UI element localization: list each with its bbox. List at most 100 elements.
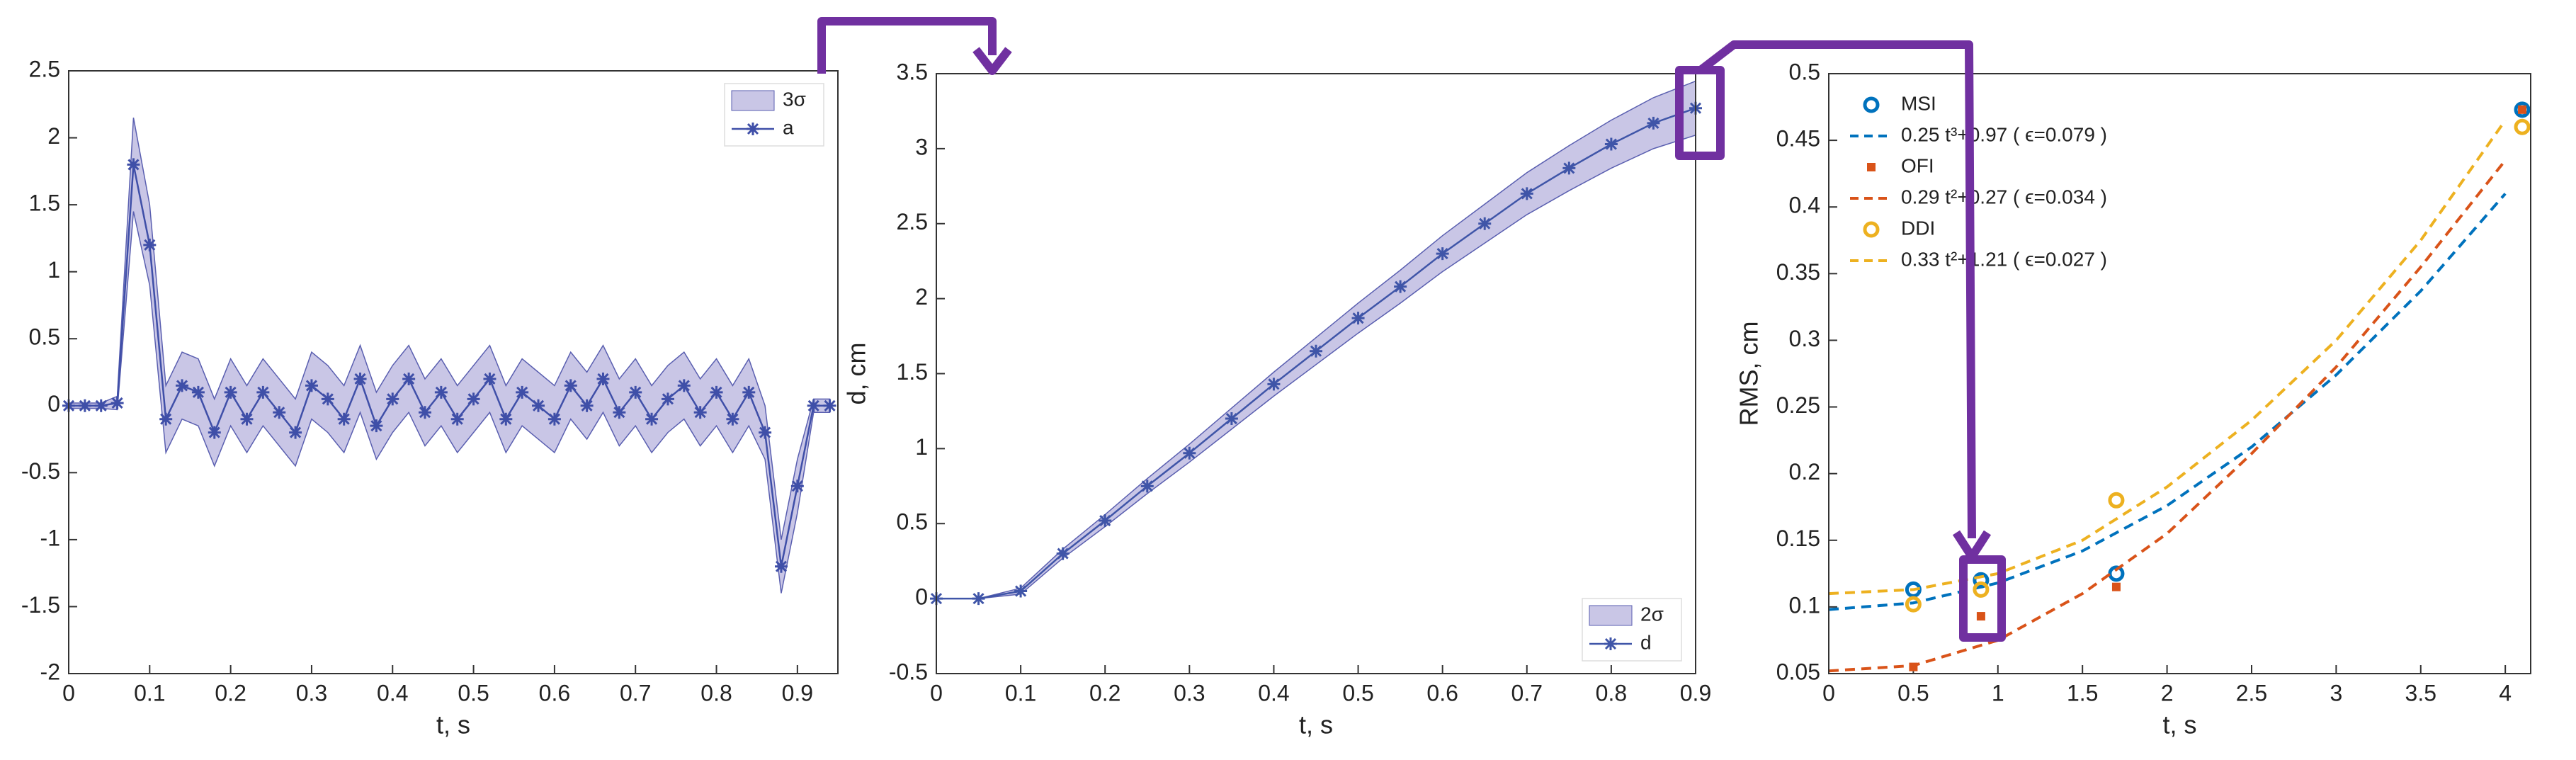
y-tick-label: 0.2: [1789, 459, 1820, 484]
point: [386, 392, 399, 406]
x-tick-label: 0.7: [1511, 680, 1543, 705]
y-tick-label: 2: [47, 123, 60, 149]
point: [661, 392, 674, 406]
x-tick-label: 1.5: [2067, 680, 2098, 705]
x-tick-label: 0: [1822, 680, 1835, 705]
x-tick-label: 0: [930, 680, 943, 705]
y-tick-label: 0.35: [1776, 259, 1820, 285]
y-tick-label: 0.25: [1776, 392, 1820, 418]
legend-label: d: [1640, 631, 1652, 653]
x-axis-label: t, s: [2162, 710, 2196, 739]
x-tick-label: 0.9: [782, 680, 813, 705]
legend-label: 2σ: [1640, 603, 1664, 625]
y-tick-label: -1.5: [21, 592, 60, 618]
legend-label: MSI: [1901, 92, 1936, 114]
y-tick-label: 0.5: [29, 324, 60, 350]
point: [2108, 565, 2125, 582]
point: [1478, 217, 1492, 230]
point: [629, 385, 642, 399]
x-tick-label: 0.5: [458, 680, 489, 705]
x-tick-label: 0.8: [700, 680, 732, 705]
fit-curve: [1828, 119, 2507, 596]
point: [1267, 378, 1281, 391]
point: [1140, 480, 1154, 493]
point: [483, 372, 497, 385]
point: [1436, 247, 1449, 261]
point: [1520, 187, 1533, 200]
legend-marker: [1867, 163, 1876, 171]
x-tick-label: 2: [2161, 680, 2174, 705]
point: [2108, 492, 2125, 509]
point: [370, 419, 383, 433]
point: [256, 385, 270, 399]
y-tick-label: 2.5: [897, 209, 928, 234]
chart: 0 0.1 0.2 0.3 0.4 0.5 0.6 0.7 0.8 0.9-0.500.511.5…: [842, 59, 1712, 739]
fit-curve: [1828, 159, 2507, 673]
point: [1099, 514, 1112, 528]
x-tick-label: 0.3: [1174, 680, 1205, 705]
point: [693, 406, 707, 419]
point: [289, 426, 302, 439]
y-tick-label: 2.5: [29, 56, 60, 81]
point: [402, 372, 416, 385]
point: [1905, 596, 1922, 613]
point: [1225, 412, 1238, 426]
x-tick-label: 0.7: [620, 680, 651, 705]
y-tick-label: 2: [915, 284, 928, 310]
legend-marker: [1863, 96, 1880, 113]
legend-label: 0.33 t²+1.21 ( ϵ=0.027 ): [1901, 248, 2107, 270]
legend-label: 0.25 t³+0.97 ( ϵ=0.079 ): [1901, 123, 2107, 145]
point: [159, 412, 173, 426]
arrow-1: [817, 17, 997, 74]
legend: 3σ a: [724, 83, 824, 147]
arrow-2: [1698, 40, 1976, 539]
point: [94, 399, 108, 412]
x-tick-label: 4: [2499, 680, 2512, 705]
chart: 0 0.1 0.2 0.3 0.4 0.5 0.6 0.7 0.8 0.9 -2 -1.5 -1 -0.5…: [21, 56, 839, 739]
y-tick-label: 0.1: [1789, 592, 1820, 618]
x-tick-label: 0.3: [296, 680, 327, 705]
plots: 0 0.1 0.2 0.3 0.4 0.5 0.6 0.7 0.8 0.9 -2 -1.5 -1 -0.5…: [21, 56, 2531, 739]
y-tick-label: -0.5: [21, 458, 60, 484]
point: [1394, 280, 1407, 293]
x-tick-label: 0.6: [539, 680, 570, 705]
point: [434, 385, 448, 399]
legend: MSI 0.25 t³+0.97 ( ϵ=0.079 ) OFI 0.29 t²+0.…: [1850, 92, 2107, 270]
point: [1056, 547, 1069, 560]
point: [1976, 612, 1985, 621]
y-tick-label: 0: [47, 391, 60, 416]
y-tick-label: 1.5: [29, 191, 60, 216]
point: [790, 480, 804, 493]
point: [450, 412, 464, 426]
point: [1562, 161, 1576, 175]
point: [677, 379, 691, 392]
y-axis-label: RMS, cm: [1735, 322, 1764, 426]
axes-box: [68, 70, 839, 674]
y-tick-label: 0.15: [1776, 526, 1820, 551]
y-tick-label: 3: [915, 134, 928, 159]
point: [645, 412, 659, 426]
x-tick-label: 0.1: [1005, 680, 1036, 705]
point: [337, 412, 351, 426]
highlight-box-1: [1675, 66, 1725, 160]
point: [2111, 582, 2121, 591]
point: [596, 372, 610, 385]
point: [564, 379, 577, 392]
point: [467, 392, 480, 406]
point: [759, 426, 772, 439]
x-axis-label: t, s: [1299, 710, 1333, 739]
x-tick-label: 3.5: [2405, 680, 2436, 705]
x-tick-label: 0.9: [1680, 680, 1711, 705]
legend-marker: [747, 123, 759, 135]
point: [240, 412, 254, 426]
point: [2518, 105, 2527, 114]
point: [1647, 116, 1660, 130]
x-tick-label: 2.5: [2236, 680, 2267, 705]
x-tick-label: 0.8: [1596, 680, 1627, 705]
x-tick-label: 0.6: [1426, 680, 1458, 705]
legend-label: 0.29 t²+0.27 ( ϵ=0.034 ): [1901, 186, 2107, 208]
y-tick-label: 3.5: [897, 59, 928, 84]
point: [532, 399, 545, 412]
point: [823, 399, 836, 412]
point: [516, 385, 529, 399]
